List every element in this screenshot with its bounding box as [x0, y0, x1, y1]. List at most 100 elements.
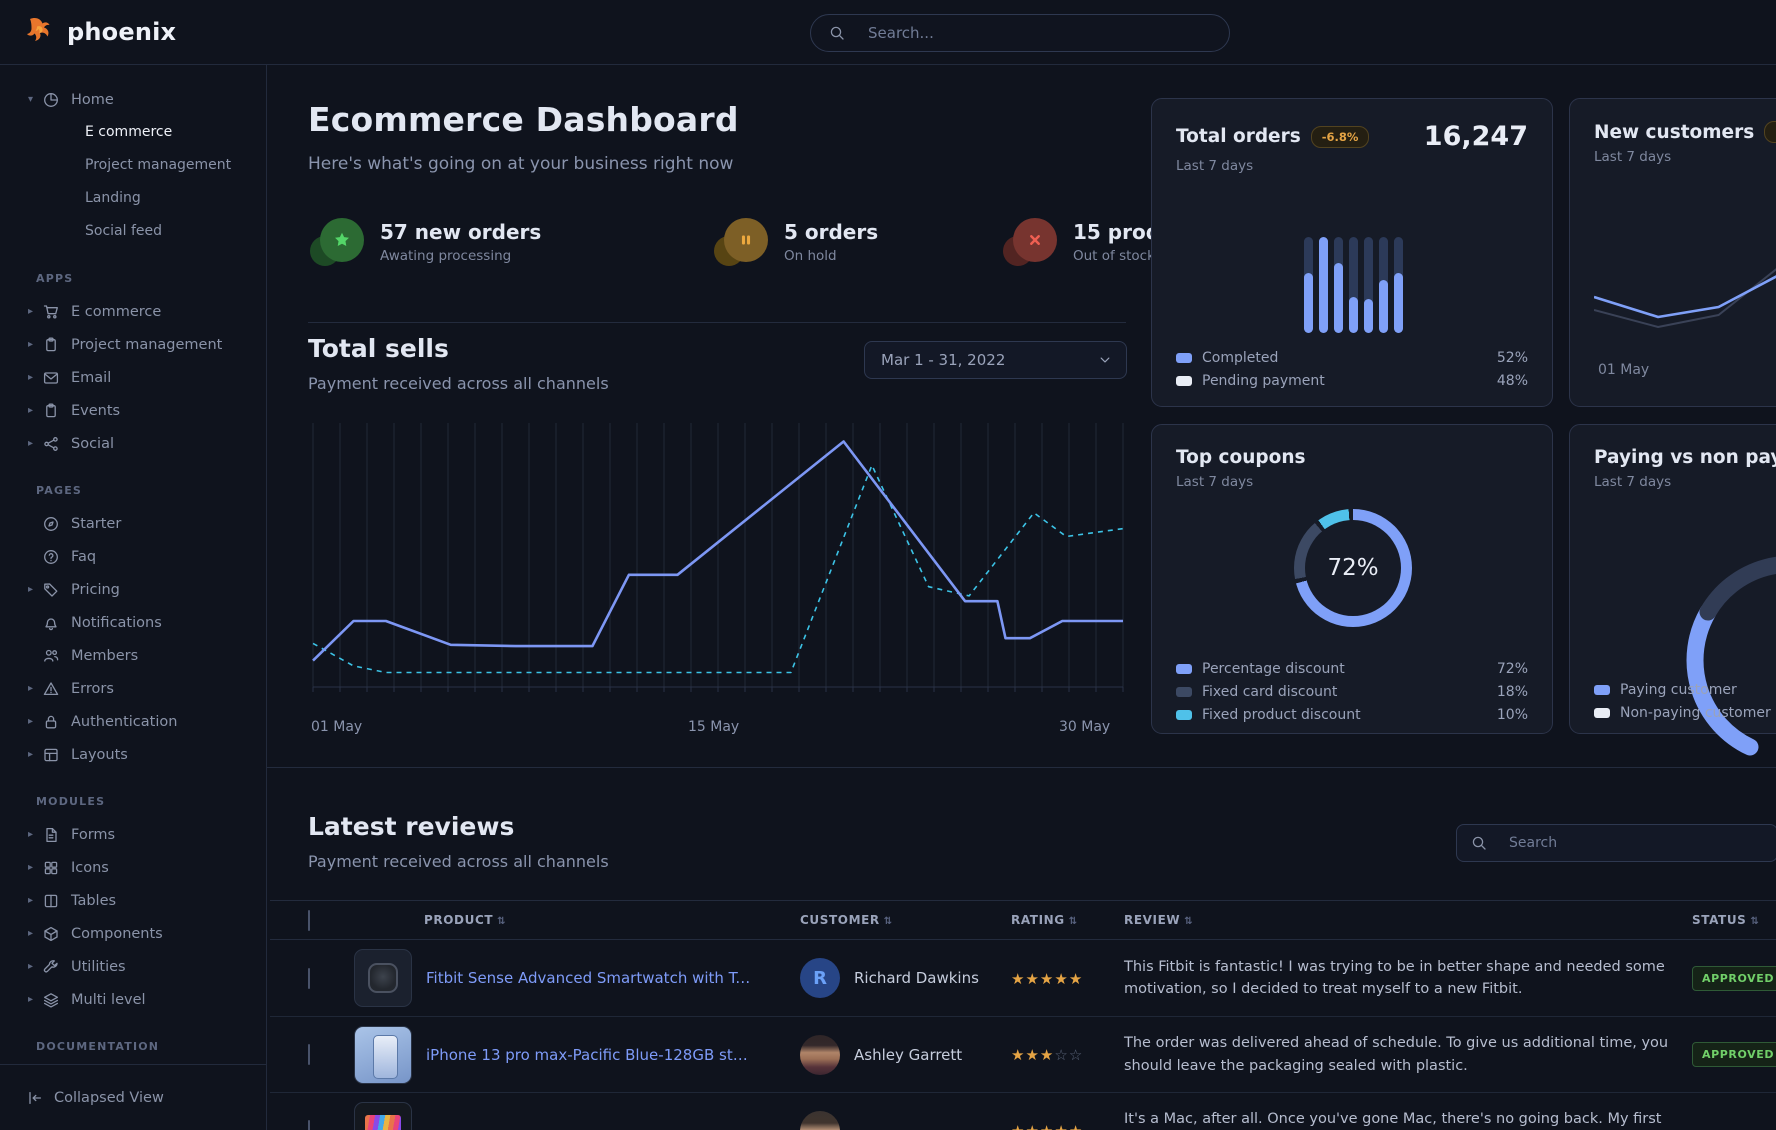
sidebar-item-email[interactable]: ▸ Email [0, 361, 266, 394]
coupons-legend: Percentage discount 72% Fixed card discoun… [1176, 657, 1528, 726]
stat-orders-on-hold: 5 orders On hold [714, 218, 878, 266]
stat-value: 57 new orders [380, 220, 542, 244]
series-previous [1594, 268, 1776, 328]
header-divider [308, 322, 1126, 323]
share-icon [43, 436, 59, 452]
product-link[interactable]: Fitbit Sense Advanced Smartwatch with To… [426, 969, 756, 987]
lock-icon [43, 714, 59, 730]
brand-logo[interactable]: phoenix [25, 14, 176, 50]
sidebar-subitem-project-management[interactable]: Project management [85, 157, 232, 173]
column-header-customer[interactable]: CUSTOMER ⇅ [800, 913, 893, 927]
sidebar-item-project-management[interactable]: ▸ Project management [0, 328, 266, 361]
row-checkbox[interactable] [308, 967, 310, 989]
sidebar-section-title-apps: APPS [36, 272, 74, 285]
sidebar-item-errors[interactable]: ▸ Errors [0, 672, 266, 705]
stat-out-of-stock: 15 products Out of stock [1003, 218, 1208, 266]
column-header-product[interactable]: PRODUCT ⇅ [424, 913, 507, 927]
sidebar-item-social[interactable]: ▸ Social [0, 427, 266, 460]
bar-fill [1349, 296, 1358, 333]
sidebar-item-authentication[interactable]: ▸ Authentication [0, 705, 266, 738]
status-cell: APPROVED [1692, 965, 1776, 991]
sidebar-item-home[interactable]: ▾ Home [0, 83, 266, 116]
paying-legend: Paying customer Non-paying customer [1594, 678, 1776, 724]
column-header-status[interactable]: STATUS ⇅ [1692, 913, 1760, 927]
wrench-icon [43, 959, 59, 975]
sidebar-item-label: Members [71, 647, 139, 664]
sidebar-item-icons[interactable]: ▸ Icons [0, 851, 266, 884]
sidebar-item-e-commerce[interactable]: ▸ E commerce [0, 295, 266, 328]
reviews-table-header: PRODUCT ⇅ CUSTOMER ⇅ RATING ⇅ REVIEW ⇅ STATU… [270, 900, 1776, 940]
status-cell: APPROVED [1692, 1042, 1776, 1067]
product-link[interactable]: iPhone 13 pro max-Pacific Blue-128GB sto… [426, 1045, 756, 1064]
star-icon: ☆ [1054, 1046, 1069, 1064]
sidebar-item-members[interactable]: Members [0, 639, 266, 672]
star-icon: ★ [1054, 1122, 1068, 1130]
caret-right-icon: ▸ [28, 339, 34, 350]
sidebar-section-title-modules: MODULES [36, 795, 106, 808]
column-header-review[interactable]: REVIEW ⇅ [1124, 913, 1194, 927]
row-checkbox[interactable] [308, 1044, 310, 1065]
product-cell: iPhone 13 pro max-Pacific Blue-128GB sto… [354, 1025, 800, 1084]
date-range-select[interactable]: Mar 1 - 31, 2022 [864, 341, 1127, 379]
sidebar-item-events[interactable]: ▸ Events [0, 394, 266, 427]
gauge-segment-non-paying-customer [1699, 556, 1776, 621]
sidebar-item-components[interactable]: ▸ Components [0, 917, 266, 950]
bar-track [1379, 237, 1388, 333]
legend-label: Fixed card discount [1202, 683, 1338, 700]
status-badge: APPROVED [1692, 1042, 1776, 1067]
trend-badge: +26.5% [1764, 121, 1776, 143]
sidebar-item-layouts[interactable]: ▸ Layouts [0, 738, 266, 771]
sidebar-item-forms[interactable]: ▸ Forms [0, 818, 266, 851]
sidebar-item-faq[interactable]: Faq [0, 540, 266, 573]
sidebar-item-label: Email [71, 369, 112, 386]
customer-cell: R Richard Dawkins [800, 958, 1011, 998]
sidebar-subitem-e-commerce[interactable]: E commerce [85, 124, 173, 140]
sidebar-item-utilities[interactable]: ▸ Utilities [0, 950, 266, 983]
star-icon: ★ [1025, 969, 1040, 988]
row-checkbox[interactable] [308, 1120, 310, 1130]
smartwatch-thumbnail [354, 949, 412, 1007]
sidebar-item-tables[interactable]: ▸ Tables [0, 884, 266, 917]
sidebar-section-title-documentation: DOCUMENTATION [36, 1040, 160, 1053]
sidebar-section-title-pages: PAGES [36, 484, 83, 497]
caret-right-icon: ▸ [28, 862, 34, 873]
paying-card: Paying vs non paying Last 7 days Paying … [1569, 424, 1776, 756]
caret-right-icon: ▸ [28, 306, 34, 317]
reviews-search-input[interactable]: Search [1456, 824, 1776, 862]
legend-swatch [1176, 663, 1192, 674]
bar-fill [1319, 237, 1328, 333]
sidebar-item-label: Notifications [71, 614, 162, 631]
sidebar-item-starter[interactable]: Starter [0, 507, 266, 540]
sidebar-item-label: Authentication [71, 713, 178, 730]
table-row: ★★★★★It's a Mac, after all. Once you've … [270, 1092, 1776, 1130]
top-navbar: phoenix Search... [0, 0, 1776, 65]
sidebar-item-pricing[interactable]: ▸ Pricing [0, 573, 266, 606]
collapse-sidebar-icon [27, 1090, 43, 1106]
sidebar-item-multi-level[interactable]: ▸ Multi level [0, 983, 266, 1016]
rating-cell: ★★★★★ [1011, 969, 1124, 988]
total-orders-value: 16,247 [1423, 121, 1528, 152]
legend-label: Pending payment [1202, 372, 1325, 389]
legend-swatch [1176, 375, 1192, 386]
select-all-checkbox[interactable] [308, 909, 310, 931]
latest-reviews-subtitle: Payment received across all channels [308, 852, 609, 871]
layout-icon [43, 747, 59, 763]
product-cell [354, 1101, 800, 1130]
column-header-rating[interactable]: RATING ⇅ [1011, 913, 1078, 927]
sidebar-item-notifications[interactable]: Notifications [0, 606, 266, 639]
sidebar-subitem-landing[interactable]: Landing [85, 190, 141, 206]
reviews-search-placeholder: Search [1509, 835, 1558, 851]
table-row: iPhone 13 pro max-Pacific Blue-128GB sto… [270, 1016, 1776, 1092]
star-icon: ★ [1025, 1122, 1039, 1130]
sidebar-item-label: Project management [71, 336, 223, 353]
review-text: The order was delivered ahead of schedul… [1124, 1035, 1669, 1074]
global-search-input[interactable]: Search... [810, 14, 1230, 52]
mail-icon [43, 370, 59, 386]
sidebar-subitem-social-feed[interactable]: Social feed [85, 223, 162, 239]
collapsed-view-label: Collapsed View [54, 1089, 164, 1106]
tag-icon [43, 582, 59, 598]
clipboard-icon [43, 403, 59, 419]
collapsed-view-toggle[interactable]: Collapsed View [0, 1064, 266, 1130]
review-text: This Fitbit is fantastic! I was trying t… [1124, 958, 1665, 997]
new-customers-card: New customers +26.5% Last 7 days 01 May [1569, 98, 1776, 407]
